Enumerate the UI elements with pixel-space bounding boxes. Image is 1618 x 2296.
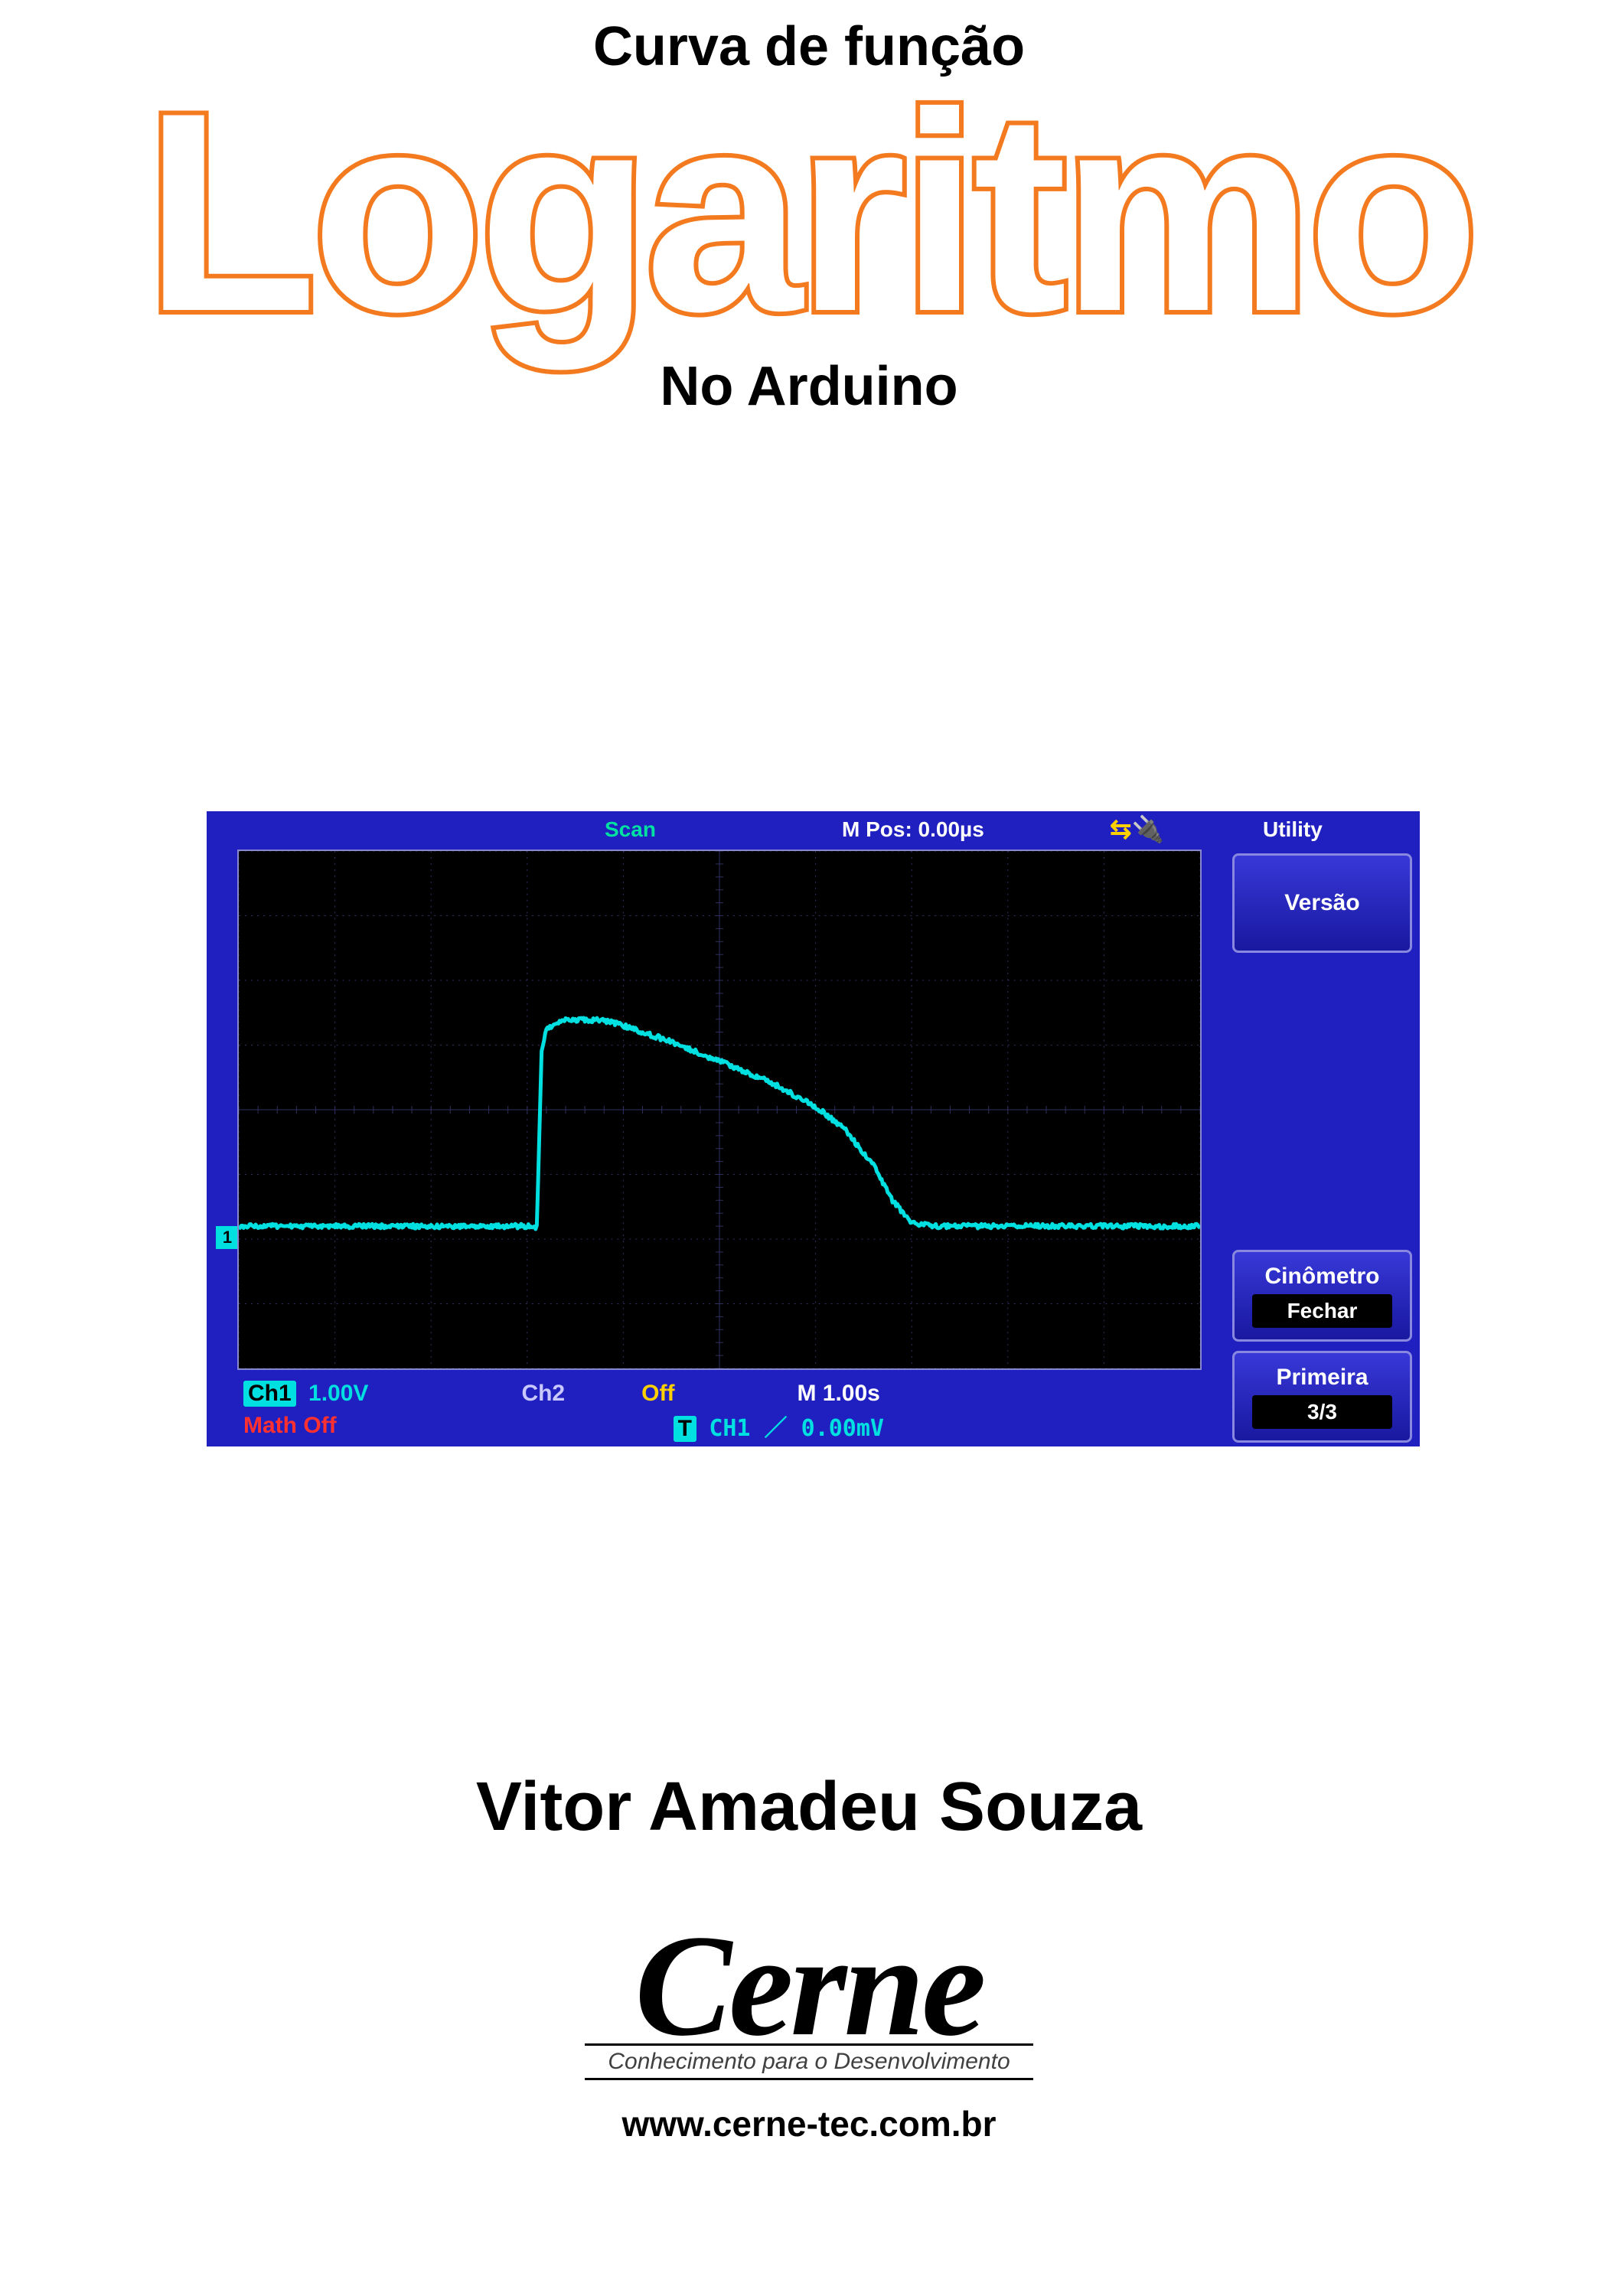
fechar-button[interactable]: Fechar [1252,1294,1392,1328]
oscilloscope-screenshot: Scan M Pos: 0.00µs ⇆🔌 Utility 1 Versão C… [207,811,1420,1446]
usb-icon: ⇆🔌 [1110,814,1164,845]
scope-plot-area [237,850,1202,1370]
channel-1-marker: 1 [216,1226,239,1249]
ch2-label: Ch2 [521,1381,565,1407]
scope-side-menu: Versão Cinômetro Fechar Primeira 3/3 [1225,853,1420,1443]
main-title: Logaritmo [0,78,1618,347]
trigger-value: CH1 ／ 0.00mV [709,1415,884,1442]
scope-bottom-readout: Ch1 1.00V Ch2 Off M 1.00s Math Off T CH1… [207,1378,1209,1446]
versao-button[interactable]: Versão [1232,853,1412,953]
logo-url: www.cerne-tec.com.br [0,2103,1618,2144]
utility-label: Utility [1263,817,1323,842]
title-block: Curva de função Logaritmo No Arduino [0,0,1618,418]
book-cover: Curva de função Logaritmo No Arduino Sca… [0,0,1618,2296]
page-nav-button[interactable]: Primeira 3/3 [1232,1351,1412,1443]
scan-label: Scan [605,817,656,842]
trigger-badge: T [674,1416,696,1442]
page-indicator: 3/3 [1252,1395,1392,1429]
cinometro-button[interactable]: Cinômetro Fechar [1232,1250,1412,1342]
author-name: Vitor Amadeu Souza [0,1768,1618,1847]
ch2-value: Off [641,1381,674,1407]
versao-label: Versão [1284,890,1359,916]
publisher-logo: Cerne Conhecimento para o Desenvolviment… [0,1913,1618,2144]
primeira-label: Primeira [1276,1365,1368,1391]
ch1-badge: Ch1 [243,1381,296,1407]
timebase-value: M 1.00s [797,1381,879,1407]
logo-tagline: Conhecimento para o Desenvolvimento [608,2049,1010,2074]
math-label: Math Off [243,1413,337,1439]
mpos-label: M Pos: 0.00µs [842,817,984,842]
logo-brand: Cerne [0,1913,1618,2059]
scope-top-bar: Scan M Pos: 0.00µs ⇆🔌 Utility [207,811,1420,848]
cinometro-label: Cinômetro [1265,1264,1380,1290]
ch1-value: 1.00V [308,1381,368,1406]
